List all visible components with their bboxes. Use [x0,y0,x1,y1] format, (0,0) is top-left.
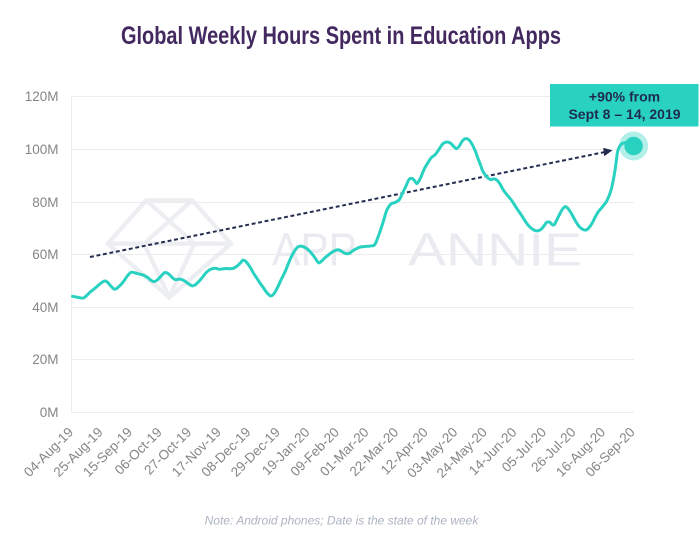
svg-text:APP: APP [272,224,357,276]
svg-text:Note: Android phones; Date is: Note: Android phones; Date is the state … [205,514,480,528]
svg-text:100M: 100M [25,142,59,157]
svg-text:+90% from: +90% from [589,89,660,105]
svg-text:Sept 8 – 14, 2019: Sept 8 – 14, 2019 [568,106,680,122]
svg-text:ANNIE: ANNIE [408,224,582,276]
svg-text:Global Weekly Hours Spent in E: Global Weekly Hours Spent in Education A… [121,22,561,50]
svg-text:60M: 60M [32,247,58,262]
svg-text:40M: 40M [32,300,58,315]
svg-text:20M: 20M [32,352,58,367]
svg-text:0M: 0M [40,405,59,420]
svg-text:120M: 120M [25,89,59,104]
svg-text:80M: 80M [32,195,58,210]
